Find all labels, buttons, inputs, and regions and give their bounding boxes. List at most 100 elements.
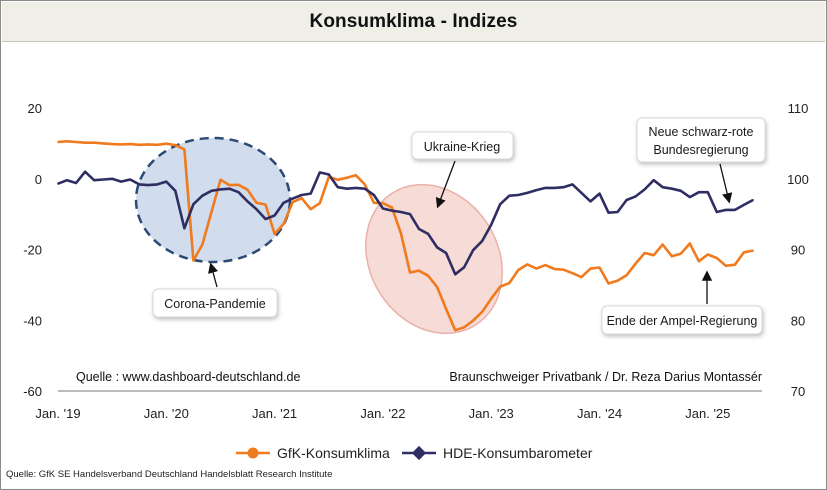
annotation-ukraine-label: Ukraine-Krieg	[424, 140, 500, 154]
data-point-gfk	[734, 263, 736, 266]
data-point-gfk	[571, 272, 574, 275]
data-point-gfk	[643, 252, 646, 254]
data-point-hde	[327, 173, 330, 176]
legend-marker-gfk	[247, 447, 259, 459]
data-point-hde	[454, 273, 457, 276]
data-point-hde	[391, 209, 393, 212]
data-point-gfk	[138, 143, 141, 146]
annotation-neue-regierung: Neue schwarz-rote Bundesregierung	[636, 117, 766, 204]
data-point-gfk	[192, 259, 195, 262]
data-point-gfk	[427, 274, 429, 277]
data-point-gfk	[706, 253, 709, 256]
data-point-gfk	[607, 282, 610, 285]
data-point-hde	[147, 184, 150, 187]
data-point-hde	[752, 199, 754, 201]
data-point-hde	[706, 191, 709, 194]
data-point-gfk	[373, 201, 375, 204]
data-point-hde	[652, 179, 655, 182]
data-point-gfk	[318, 202, 321, 205]
data-point-hde	[715, 211, 718, 213]
legend-marker-hde	[411, 445, 427, 461]
data-point-hde	[616, 211, 619, 213]
data-point-hde	[291, 197, 294, 200]
data-point-hde	[670, 187, 673, 190]
data-point-gfk	[652, 254, 655, 257]
y-axis-left-ticks: 20 0 -20 -40 -60	[23, 101, 42, 399]
data-point-gfk	[562, 268, 565, 271]
data-point-gfk	[273, 233, 276, 235]
data-point-gfk	[454, 329, 457, 332]
data-point-gfk	[111, 143, 114, 146]
data-point-gfk	[698, 260, 700, 263]
source-left: Quelle : www.dashboard-deutschland.de	[76, 370, 300, 384]
data-point-hde	[643, 188, 646, 191]
data-point-gfk	[580, 276, 583, 278]
data-point-hde	[183, 227, 186, 230]
ukraine-highlight-oval	[365, 183, 503, 335]
annotation-ukraine: Ukraine-Krieg	[411, 131, 514, 209]
data-point-gfk	[300, 197, 303, 200]
data-point-gfk	[201, 243, 204, 246]
y-right-tick-label: 110	[788, 101, 809, 116]
data-point-hde	[698, 191, 700, 194]
data-point-hde	[598, 192, 601, 195]
data-point-gfk	[183, 148, 186, 151]
x-tick-label: Jan. '20	[144, 406, 189, 421]
data-point-hde	[210, 189, 213, 192]
data-point-gfk	[309, 208, 312, 211]
annotation-neue-regierung-line1: Neue schwarz-rote	[649, 125, 754, 139]
data-point-hde	[725, 209, 727, 211]
data-point-hde	[309, 192, 312, 195]
annotation-neue-regierung-line2: Bundesregierung	[653, 143, 748, 157]
data-point-gfk	[346, 176, 348, 179]
data-point-hde	[634, 195, 637, 198]
footer-source: Quelle: GfK SE Handelsverband Deutschlan…	[6, 469, 333, 480]
data-point-gfk	[688, 242, 691, 245]
data-point-hde	[354, 187, 357, 189]
data-point-hde	[84, 170, 86, 173]
data-point-hde	[66, 179, 68, 182]
data-point-hde	[165, 180, 168, 183]
y-right-tick-label: 80	[791, 313, 805, 328]
data-point-gfk	[445, 308, 447, 310]
data-point-hde	[156, 183, 159, 186]
data-point-hde	[246, 200, 249, 203]
legend-label-gfk: GfK-Konsumklima	[277, 445, 390, 461]
data-point-gfk	[120, 143, 122, 146]
data-point-hde	[228, 187, 231, 190]
data-point-gfk	[553, 268, 556, 270]
data-point-hde	[174, 189, 177, 192]
data-point-hde	[445, 252, 447, 254]
data-point-hde	[427, 233, 429, 235]
data-point-gfk	[327, 176, 330, 178]
x-tick-label: Jan. '21	[252, 406, 297, 421]
data-point-gfk	[147, 143, 150, 146]
data-point-hde	[75, 182, 77, 184]
y-axis-right-ticks: 110 100 90 80 70	[787, 101, 809, 399]
y-right-tick-label: 70	[791, 384, 805, 399]
legend: GfK-Konsumklima HDE-Konsumbarometer	[236, 445, 593, 461]
data-point-gfk	[743, 251, 745, 254]
data-point-hde	[463, 266, 466, 269]
data-point-hde	[499, 203, 502, 206]
data-point-gfk	[129, 143, 132, 146]
data-point-gfk	[616, 279, 619, 282]
data-point-gfk	[418, 269, 420, 272]
data-point-hde	[264, 218, 267, 221]
data-point-gfk	[156, 143, 159, 146]
corona-highlight-circle	[134, 136, 292, 264]
data-point-hde	[535, 189, 538, 192]
data-point-gfk	[291, 201, 294, 204]
y-right-tick-label: 90	[791, 243, 805, 258]
data-point-hde	[409, 213, 411, 216]
data-point-hde	[373, 194, 375, 196]
data-point-hde	[472, 249, 474, 252]
data-point-hde	[400, 211, 402, 213]
data-point-hde	[418, 228, 420, 230]
data-point-hde	[589, 200, 592, 203]
y-right-tick-label: 100	[787, 172, 809, 187]
data-point-hde	[517, 194, 520, 196]
data-point-gfk	[517, 269, 520, 271]
data-point-gfk	[102, 142, 105, 145]
